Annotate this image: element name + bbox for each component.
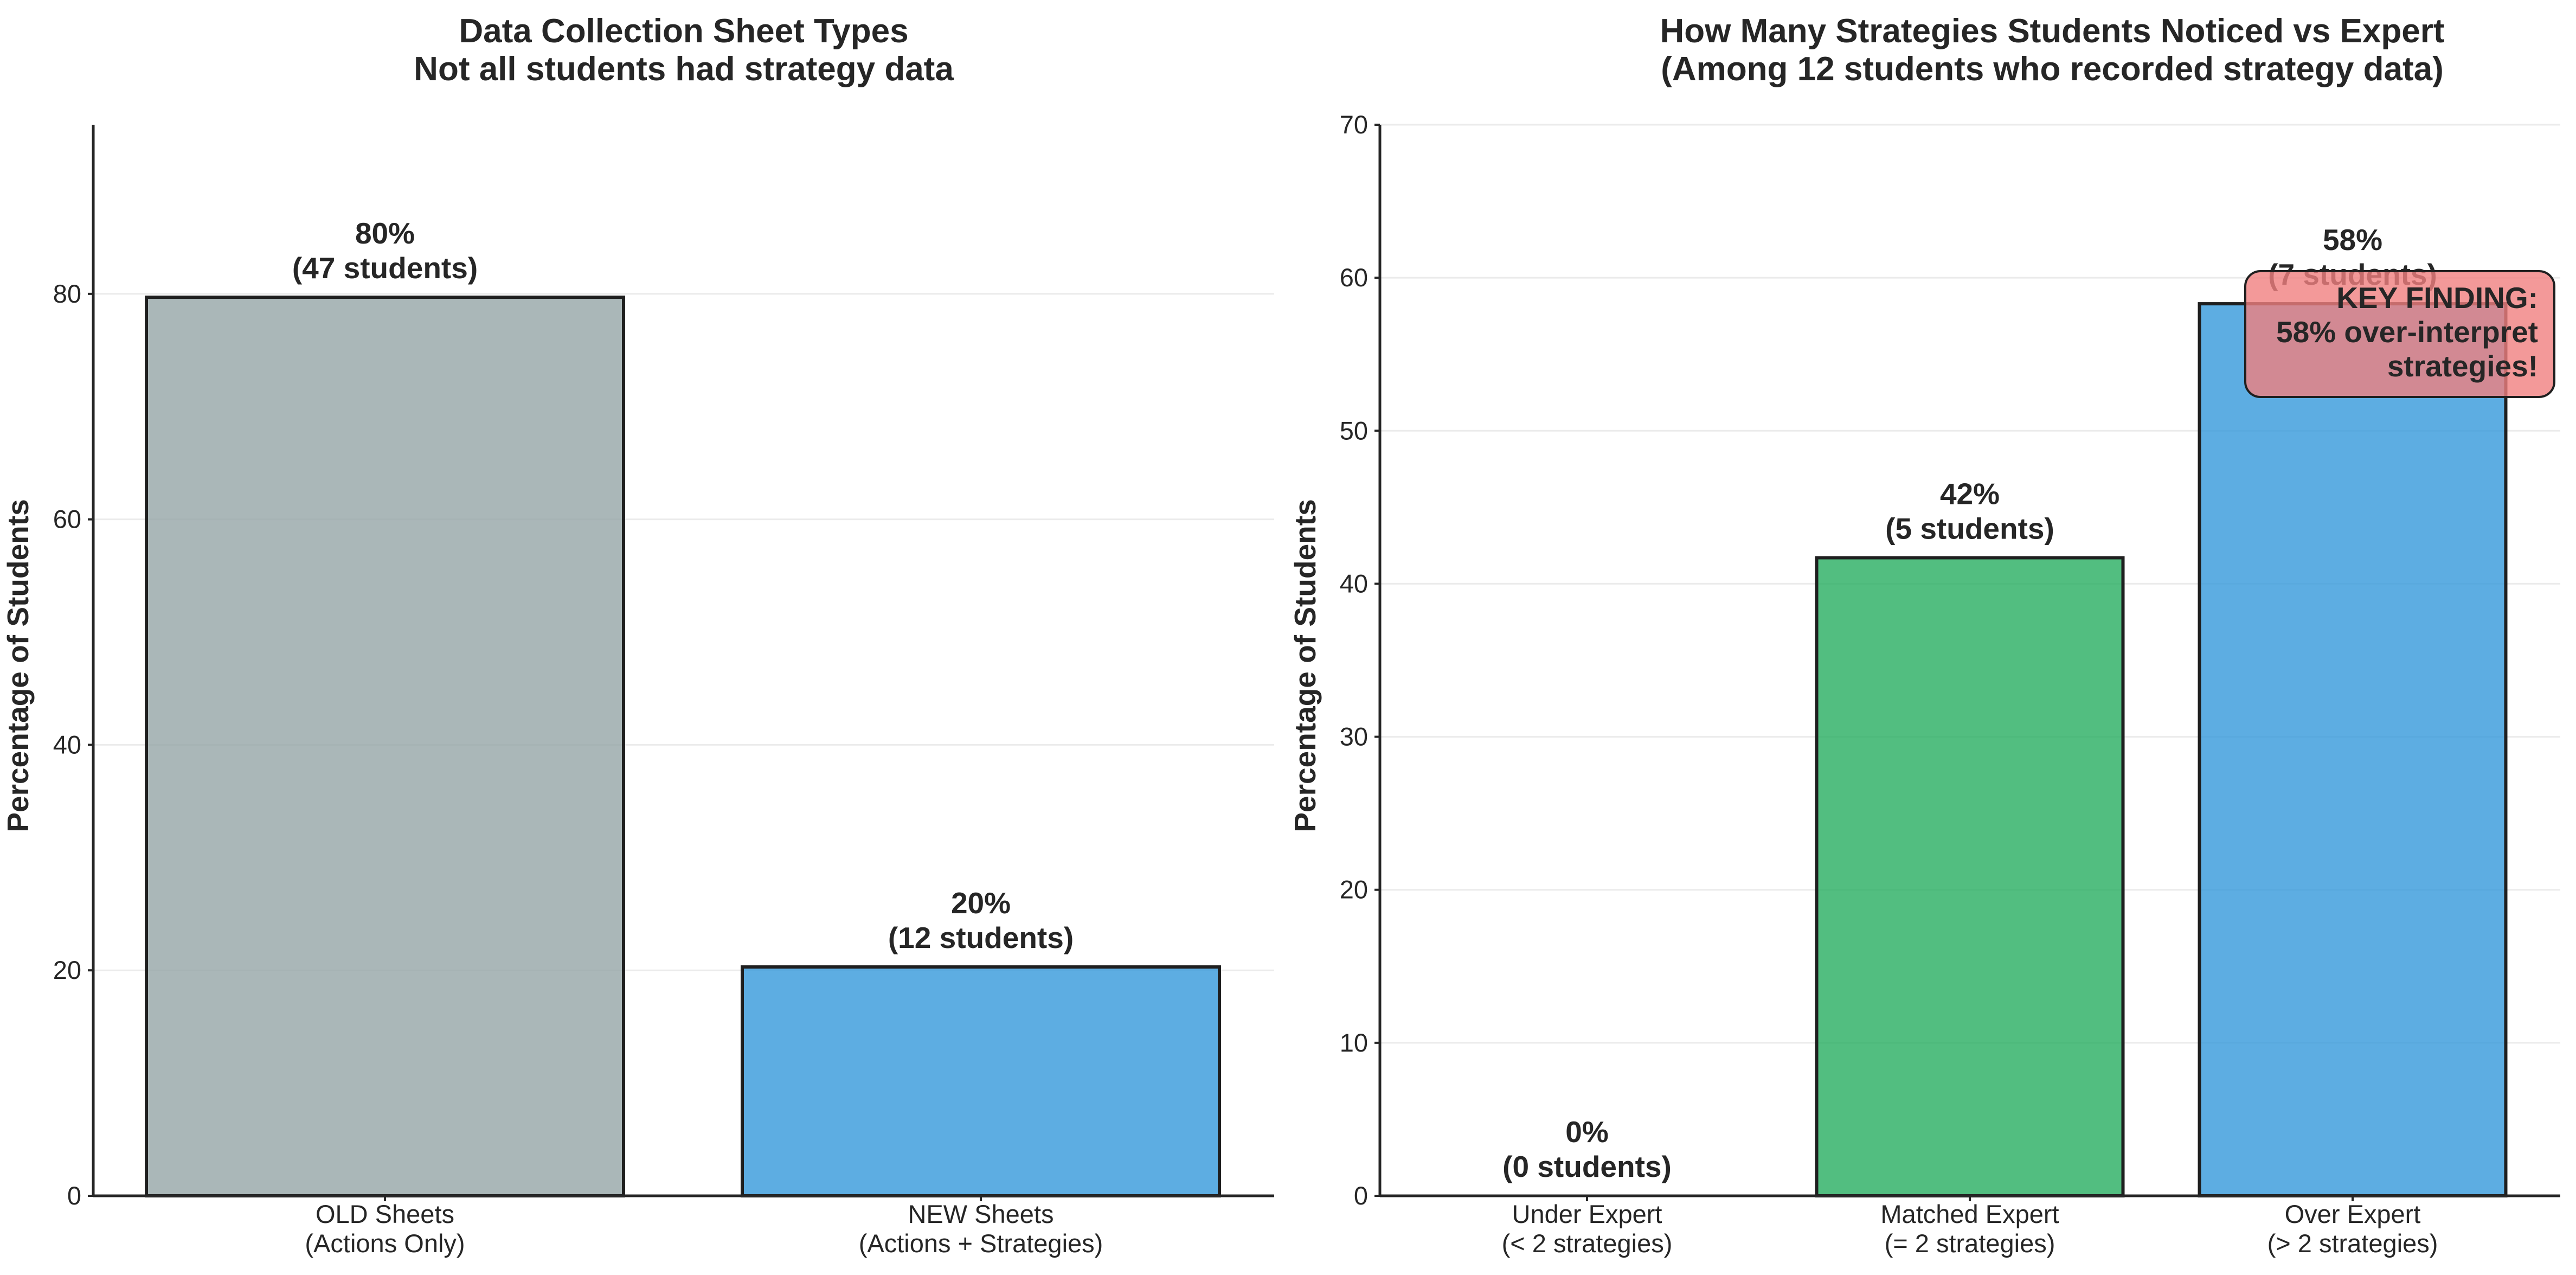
chart-panel-2: 0%(0 students) Under Expert(< 2 strategie… [1288, 12, 2560, 1258]
data-label: 20% [951, 886, 1011, 920]
x-tick-label: (Actions Only) [305, 1229, 465, 1258]
data-label: 42% [1940, 477, 2000, 510]
chart-title: How Many Strategies Students Noticed vs … [1660, 12, 2444, 50]
x-tick-label: (= 2 strategies) [1885, 1229, 2055, 1258]
y-axis-label: Percentage of Students [1, 499, 35, 832]
x-tick-label: OLD Sheets [316, 1200, 454, 1228]
key-finding-box [2244, 270, 2555, 398]
data-label: (12 students) [888, 921, 1074, 954]
data-label: (47 students) [292, 251, 478, 285]
chart-panel-1: 80%(47 students) OLD Sheets(Actions Only)… [1, 12, 1274, 1258]
y-tick-label: 0 [67, 1181, 81, 1210]
y-tick-label: 0 [1354, 1181, 1368, 1210]
data-label: (5 students) [1885, 511, 2054, 545]
y-tick-label: 30 [1340, 722, 1368, 751]
y-tick-label: 60 [1340, 263, 1368, 292]
y-tick-label: 20 [53, 956, 81, 984]
data-label: 58% [2323, 223, 2382, 257]
bar-1 [145, 296, 625, 1197]
y-tick-label: 40 [53, 730, 81, 759]
x-tick-label: Over Expert [2285, 1200, 2421, 1228]
x-tick-label: (Actions + Strategies) [859, 1229, 1103, 1258]
y-tick-label: 20 [1340, 875, 1368, 904]
key-finding-text: KEY FINDING: [2336, 281, 2538, 315]
chart-title: Not all students had strategy data [414, 50, 954, 88]
data-label: 0% [1565, 1115, 1609, 1149]
bar-2 [1815, 556, 2125, 1197]
key-finding-text: strategies! [2387, 349, 2538, 383]
y-axis-label: Percentage of Students [1288, 499, 1322, 832]
chart-title: (Among 12 students who recorded strategy… [1661, 50, 2443, 88]
key-finding-text: 58% over-interpret [2276, 315, 2538, 349]
bar-2 [741, 965, 1221, 1197]
x-tick-label: NEW Sheets [908, 1200, 1053, 1228]
y-tick-label: 50 [1340, 416, 1368, 445]
y-tick-label: 40 [1340, 569, 1368, 598]
chart-title: Data Collection Sheet Types [459, 12, 908, 50]
data-label: 80% [355, 216, 415, 250]
bar-3 [2198, 302, 2508, 1197]
y-tick-label: 80 [53, 279, 81, 308]
x-tick-label: Under Expert [1512, 1200, 1662, 1228]
y-tick-label: 10 [1340, 1028, 1368, 1057]
x-tick-label: (< 2 strategies) [1502, 1229, 1673, 1258]
x-tick-label: Matched Expert [1880, 1200, 2059, 1228]
y-tick-label: 60 [53, 505, 81, 534]
x-tick-label: (> 2 strategies) [2267, 1229, 2438, 1258]
data-label: (0 students) [1502, 1150, 1672, 1183]
y-tick-label: 70 [1340, 110, 1368, 139]
